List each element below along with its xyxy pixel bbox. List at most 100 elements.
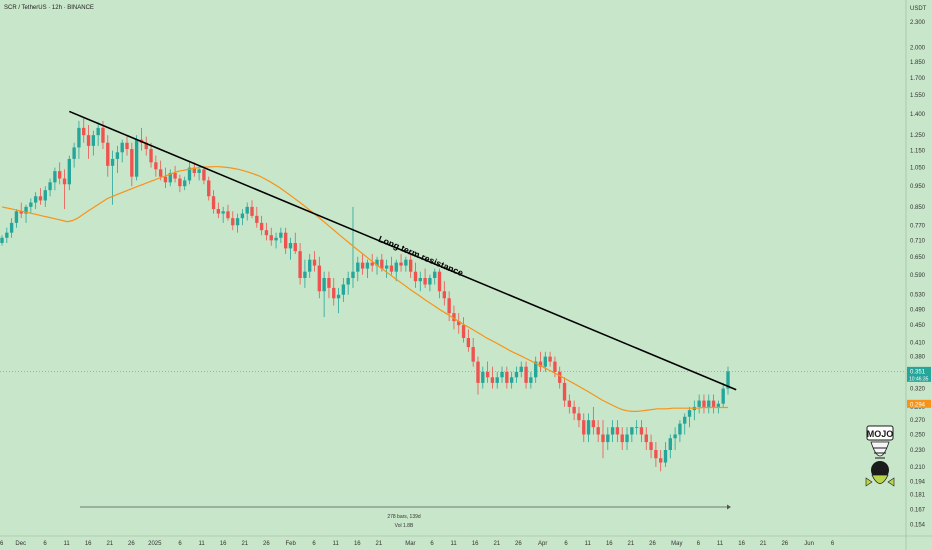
candle bbox=[183, 176, 187, 191]
candle bbox=[548, 351, 552, 367]
price-tick-label: 0.250 bbox=[910, 432, 926, 438]
time-tick-label: May bbox=[671, 541, 682, 547]
candle bbox=[207, 176, 211, 201]
candle bbox=[144, 136, 148, 156]
countdown-timer: 10:46:35 bbox=[909, 376, 929, 382]
candle-body bbox=[543, 356, 547, 367]
candle bbox=[606, 427, 610, 451]
candle-body bbox=[471, 347, 475, 362]
candle-body bbox=[384, 265, 389, 269]
candle-body bbox=[433, 271, 437, 278]
time-tick-label: 16 bbox=[85, 541, 92, 547]
candle-body bbox=[279, 232, 283, 238]
price-axis[interactable]: USDT 2.300 2.000 1.850 1.700 1.550 1.400 1.250… bbox=[905, 0, 927, 550]
candle-body bbox=[293, 242, 297, 252]
price-tick-label: 1.150 bbox=[910, 149, 926, 155]
candle bbox=[408, 253, 413, 278]
candle bbox=[707, 394, 711, 414]
candle-body bbox=[495, 377, 499, 383]
candle-body bbox=[697, 400, 701, 407]
candle-body bbox=[5, 232, 9, 238]
candle bbox=[519, 361, 523, 378]
candle bbox=[346, 271, 350, 295]
price-tick-label: 0.530 bbox=[910, 293, 926, 299]
candle-body bbox=[9, 222, 14, 233]
candle-body bbox=[476, 361, 480, 383]
candle bbox=[413, 262, 418, 288]
candle-body bbox=[202, 169, 206, 181]
candle-body bbox=[158, 169, 163, 177]
candle-body bbox=[77, 127, 81, 148]
time-tick-label: 6 bbox=[697, 541, 701, 547]
candle bbox=[399, 253, 403, 272]
candle bbox=[9, 218, 14, 238]
candle bbox=[562, 377, 567, 407]
candle bbox=[163, 167, 168, 189]
candle-body bbox=[399, 262, 403, 266]
candle-body bbox=[211, 196, 216, 210]
candle-body bbox=[356, 262, 360, 272]
candle bbox=[625, 427, 629, 451]
candle bbox=[370, 253, 374, 272]
price-tick-label: 0.380 bbox=[910, 355, 926, 361]
candle bbox=[457, 313, 461, 334]
time-tick-label: 16 bbox=[738, 541, 745, 547]
candle-body bbox=[163, 176, 168, 183]
candle bbox=[279, 227, 283, 243]
candle bbox=[0, 235, 4, 246]
candle bbox=[149, 142, 153, 168]
candle bbox=[394, 259, 398, 282]
candle-body bbox=[86, 135, 91, 146]
candle-body bbox=[14, 211, 19, 223]
time-tick-label: Dec bbox=[15, 541, 26, 547]
price-tick-label: 0.181 bbox=[910, 493, 926, 499]
candle bbox=[264, 222, 269, 241]
candle-body bbox=[235, 218, 240, 226]
measure-tool: 278 bars, 139d Vol 1.8B bbox=[80, 504, 731, 529]
candle-body bbox=[269, 235, 273, 241]
candle-body bbox=[29, 202, 33, 207]
candle-body bbox=[461, 325, 466, 339]
price-tick-label: 0.230 bbox=[910, 448, 926, 454]
candle-body bbox=[649, 442, 653, 451]
ma-value-tag bbox=[907, 399, 931, 408]
candle-body bbox=[134, 139, 139, 177]
candle bbox=[283, 227, 288, 254]
time-tick-label: 6 bbox=[564, 541, 568, 547]
candle bbox=[43, 186, 47, 207]
candle bbox=[187, 162, 192, 185]
price-tick-label: 0.450 bbox=[910, 323, 926, 329]
candle bbox=[269, 227, 273, 246]
candle bbox=[461, 317, 466, 343]
candle-body bbox=[716, 403, 721, 407]
time-tick-label: 26 bbox=[128, 541, 135, 547]
candle bbox=[404, 256, 408, 272]
candle-body bbox=[389, 265, 394, 272]
candle-body bbox=[668, 438, 672, 451]
candle-body bbox=[596, 427, 600, 435]
candle bbox=[668, 434, 672, 459]
candle bbox=[115, 145, 120, 173]
time-axis[interactable]: 26 Dec 6 11 16 21 26 2025 6 11 16 21 26 Feb 6 11 16 21 Mar… bbox=[0, 535, 932, 547]
candle bbox=[24, 204, 28, 223]
candle bbox=[634, 420, 639, 435]
long-term-resistance-line[interactable] bbox=[68, 110, 737, 391]
candle-body bbox=[380, 259, 384, 269]
candle bbox=[721, 382, 725, 407]
candle bbox=[505, 366, 509, 389]
candle-body bbox=[154, 162, 158, 170]
time-tick-label: 16 bbox=[354, 541, 361, 547]
time-tick-label: Feb bbox=[286, 541, 297, 547]
candle bbox=[91, 130, 96, 156]
price-tick-label: 1.550 bbox=[910, 93, 926, 99]
candle bbox=[687, 406, 692, 428]
candle bbox=[663, 442, 668, 467]
candle bbox=[168, 169, 172, 187]
time-tick-label: 26 bbox=[649, 541, 656, 547]
candle-body bbox=[634, 427, 639, 429]
candle bbox=[298, 242, 302, 285]
candle-body bbox=[332, 287, 336, 299]
symbol-header: SCR / TetherUS · 12h · BINANCE bbox=[4, 5, 94, 11]
candle-body bbox=[53, 171, 57, 183]
